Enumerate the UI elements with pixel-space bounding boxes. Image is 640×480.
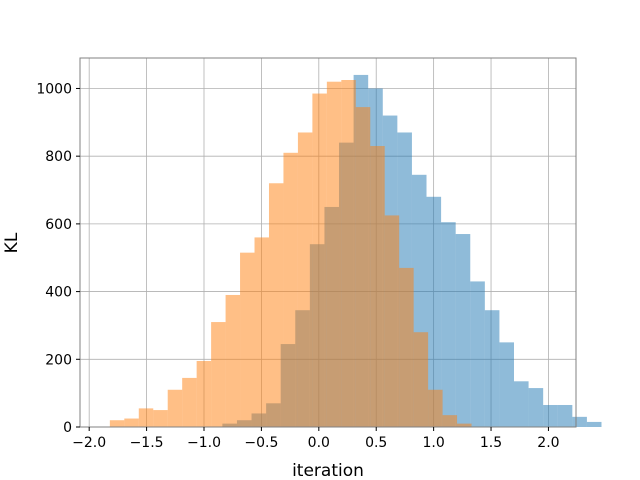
histogram-bar-series1-14 xyxy=(426,196,442,427)
histogram-bar-series1-17 xyxy=(470,281,485,427)
histogram-bar-series1-22 xyxy=(543,404,558,427)
histogram-bar-series1-23 xyxy=(557,404,573,427)
histogram-bar-series2-19 xyxy=(384,215,400,427)
x-tick-label-3: −0.5 xyxy=(244,435,278,451)
histogram-bar-series2-5 xyxy=(182,377,197,427)
plot-frame xyxy=(79,57,577,428)
histogram-bar-series2-13 xyxy=(297,132,313,428)
x-tick-label-7: 1.5 xyxy=(480,435,502,451)
histogram-bar-series2-4 xyxy=(167,389,183,427)
histogram-bar-series2-17 xyxy=(355,107,371,427)
y-tick-label-4: 800 xyxy=(45,149,72,165)
x-tick-label-2: −1.0 xyxy=(187,435,221,451)
histogram-bar-series2-20 xyxy=(399,267,414,427)
x-tick-label-0: −2.0 xyxy=(72,435,106,451)
histogram-bar-series2-21 xyxy=(413,332,429,427)
histogram-bar-series1-20 xyxy=(514,381,529,427)
histogram-bar-series2-2 xyxy=(138,408,154,427)
histogram-bar-series1-25 xyxy=(586,421,602,427)
x-tick-label-5: 0.5 xyxy=(365,435,387,451)
axis-ticks: −2.0 −1.5 −1.0 −0.5 0.0 0.5 1.0 1.5 2.0 0 200 400 60… xyxy=(36,81,559,451)
histogram-bar-series1-16 xyxy=(455,234,471,427)
histogram-bars xyxy=(109,74,602,428)
histogram-bar-series2-0 xyxy=(109,420,125,427)
y-tick-label-0: 0 xyxy=(63,420,72,436)
histogram-bar-series1-19 xyxy=(499,342,514,427)
y-tick-label-1: 200 xyxy=(45,352,72,368)
y-tick-label-3: 600 xyxy=(45,217,72,233)
histogram-bar-series2-23 xyxy=(442,415,458,427)
histogram-bar-series2-7 xyxy=(211,322,226,427)
histogram-bar-series2-1 xyxy=(124,418,139,427)
histogram-bar-series2-8 xyxy=(225,294,241,427)
y-tick-label-5: 1000 xyxy=(36,81,72,97)
histogram-bar-series1-15 xyxy=(441,222,456,427)
histogram-bar-series1-18 xyxy=(484,310,500,427)
x-axis-label: iteration xyxy=(292,461,364,480)
x-tick-label-4: 0.0 xyxy=(308,435,330,451)
histogram-bar-series2-6 xyxy=(196,360,212,427)
histogram-bar-series1-24 xyxy=(572,416,587,427)
histogram-bar-series2-15 xyxy=(326,81,342,427)
x-tick-label-1: −1.5 xyxy=(130,435,164,451)
x-tick-label-6: 1.0 xyxy=(422,435,444,451)
y-tick-label-2: 400 xyxy=(45,285,72,301)
histogram-bar-series2-16 xyxy=(341,80,356,428)
histogram-bar-series2-14 xyxy=(312,93,327,427)
histogram-bar-series1-21 xyxy=(528,388,544,427)
x-tick-label-8: 2.0 xyxy=(537,435,559,451)
histogram-bar-series2-22 xyxy=(428,389,443,427)
histogram-bar-series2-10 xyxy=(254,237,269,427)
histogram-bar-series2-12 xyxy=(283,152,298,427)
histogram-bar-series2-11 xyxy=(268,183,284,427)
histogram-bar-series2-3 xyxy=(153,410,168,427)
histogram-bar-series2-18 xyxy=(370,146,385,427)
y-axis-label: KL xyxy=(2,232,22,253)
histogram-bar-series2-24 xyxy=(457,423,472,427)
histogram-bar-series2-9 xyxy=(240,252,255,427)
